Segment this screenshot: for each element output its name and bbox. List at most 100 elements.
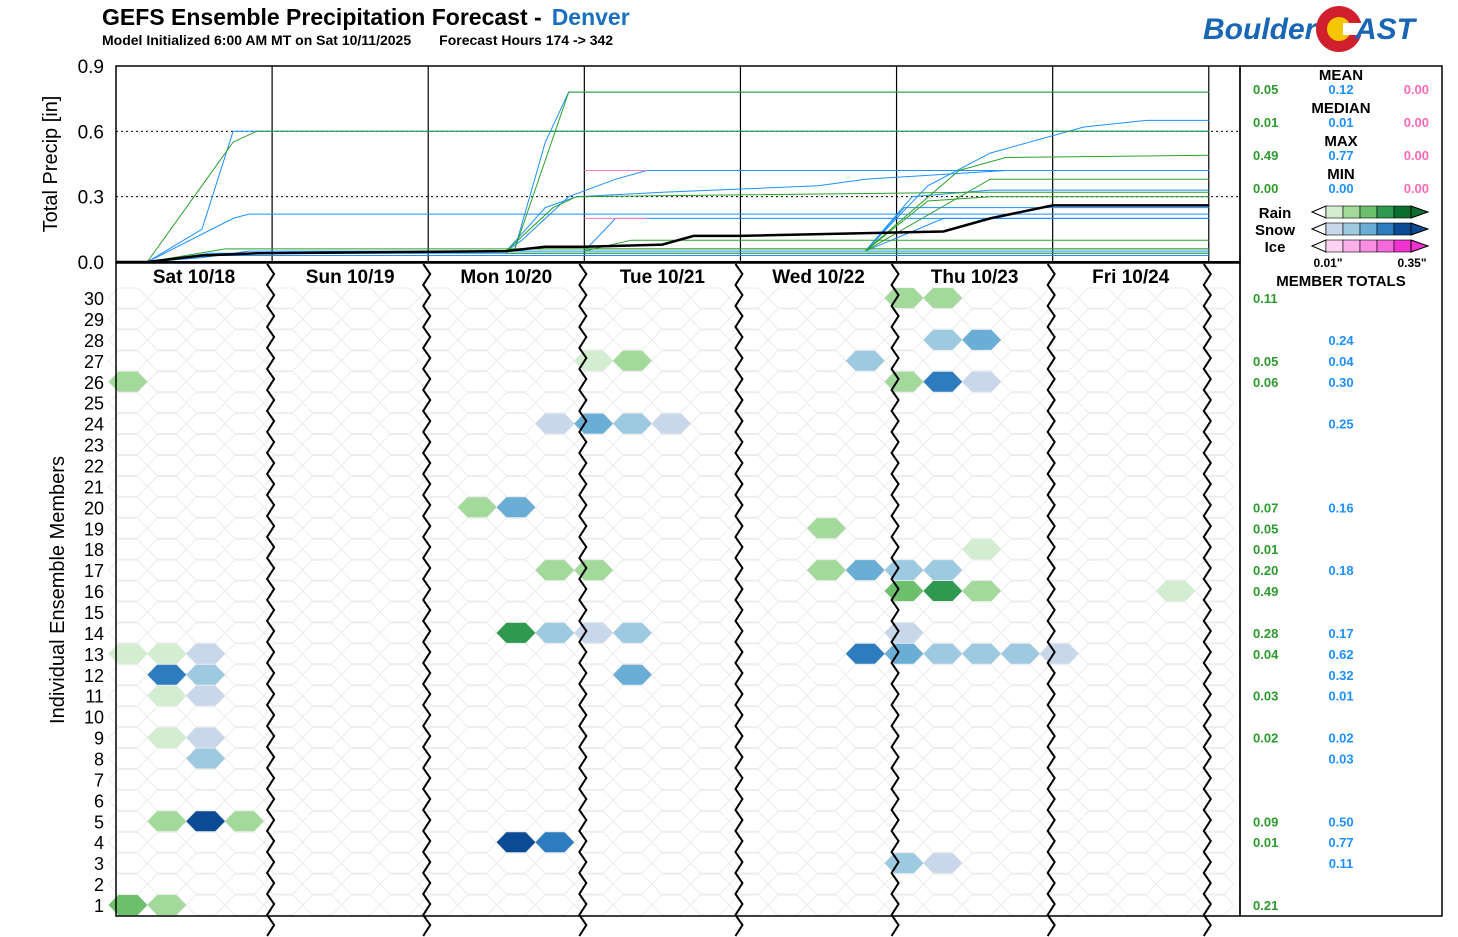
title-city: Denver: [551, 4, 630, 30]
hex-cell: [961, 894, 1002, 916]
hex-cell: [185, 413, 226, 435]
hex-cell: [728, 748, 769, 769]
summary-rain: 0.49: [1253, 148, 1278, 163]
member-cell: [884, 560, 924, 581]
hex-cell: [379, 622, 420, 644]
hex-cell: [263, 434, 304, 455]
member-cell: [807, 518, 846, 539]
hex-cell: [689, 831, 731, 853]
hex-cell: [495, 308, 537, 330]
member-totals-title: MEMBER TOTALS: [1276, 273, 1405, 290]
hex-cell: [1194, 831, 1235, 853]
hex-cell: [495, 580, 537, 602]
hex-cell: [767, 371, 808, 393]
member-label: 12: [84, 666, 104, 686]
hex-cell: [1077, 643, 1119, 665]
hex-cell: [379, 768, 420, 790]
hex-cell: [379, 894, 420, 916]
hex-cell: [1155, 831, 1196, 853]
hex-cell: [340, 287, 381, 309]
member-line: [146, 213, 1209, 263]
hex-cell: [379, 789, 420, 811]
member-cell: [108, 643, 148, 664]
hex-cell: [224, 727, 265, 749]
member-total-rain: 0.21: [1253, 898, 1278, 913]
hex-cell: [301, 643, 343, 665]
hex-cell: [1116, 706, 1157, 728]
hex-cell: [457, 434, 498, 455]
hex-cell: [1000, 455, 1041, 476]
hex-cell: [922, 350, 963, 372]
hex-cell: [224, 831, 265, 853]
hex-cell: [1194, 727, 1235, 749]
hex-cell: [612, 601, 653, 623]
hex-cell: [1077, 287, 1119, 309]
hex-cell: [689, 685, 731, 707]
chart-subtitle: Model Initialized 6:00 AM MT on Sat 10/1…: [102, 32, 630, 48]
member-total-snow: 0.30: [1328, 375, 1353, 390]
hex-cell: [806, 852, 847, 874]
hex-cell: [1155, 643, 1196, 665]
hex-cell: [845, 727, 886, 749]
hex-cell: [340, 538, 381, 560]
hex-cell: [1194, 748, 1235, 769]
hex-cell: [806, 873, 847, 895]
hex-cell: [107, 538, 149, 560]
hex-cell: [1039, 538, 1080, 560]
member-label: 2: [94, 875, 104, 895]
hex-cell: [534, 601, 575, 623]
hex-cell: [767, 580, 808, 602]
hex-cell: [379, 308, 420, 330]
hex-cell: [612, 496, 653, 518]
hex-cell: [1194, 580, 1235, 602]
hex-cell: [845, 831, 886, 853]
hex-cell: [1077, 852, 1119, 874]
hex-cell: [301, 580, 343, 602]
hex-cell: [107, 706, 149, 728]
member-cell: [884, 622, 924, 643]
hex-cell: [224, 371, 265, 393]
legend-label: Ice: [1265, 239, 1286, 256]
hex-cell: [146, 852, 187, 874]
hex-cell: [1000, 601, 1041, 623]
hex-cell: [767, 517, 808, 539]
hex-cell: [689, 643, 731, 665]
member-label: 5: [94, 812, 104, 832]
hex-cell: [806, 748, 847, 769]
hex-cell: [1000, 329, 1041, 351]
legend-arrow: [1410, 222, 1430, 236]
member-total-rain: 0.07: [1253, 500, 1278, 515]
hex-cell: [301, 852, 343, 874]
hex-cell: [224, 685, 265, 707]
hex-cell: [689, 392, 731, 414]
hex-cell: [379, 559, 420, 581]
hex-cell: [340, 706, 381, 728]
hex-cell: [1039, 455, 1080, 476]
y-tick-label: 0.3: [78, 188, 104, 209]
hex-cell: [224, 434, 265, 455]
member-label: 16: [84, 582, 104, 602]
hex-cell: [922, 727, 963, 749]
hex-cell: [224, 706, 265, 728]
member-cell: [535, 622, 575, 643]
hex-cell: [495, 789, 537, 811]
hex-cell: [651, 455, 692, 476]
hex-cell: [1000, 789, 1041, 811]
member-total-rain: 0.03: [1253, 689, 1278, 704]
summary-snow: 0.00: [1328, 181, 1353, 196]
hex-cell: [379, 727, 420, 749]
members-axis-title: Individual Ensemble Members: [47, 456, 69, 724]
hex-cell: [1116, 392, 1157, 414]
hex-cell: [806, 706, 847, 728]
hex-cell: [922, 392, 963, 414]
member-total-snow: 0.18: [1328, 563, 1353, 578]
hex-cell: [1194, 287, 1235, 309]
hex-cell: [1155, 727, 1196, 749]
hex-cell: [922, 517, 963, 539]
hex-cell: [1194, 371, 1235, 393]
hex-cell: [1116, 517, 1157, 539]
summary-rain: 0.05: [1253, 82, 1278, 97]
hex-cell: [1155, 517, 1196, 539]
hex-cell: [651, 706, 692, 728]
member-label: 13: [84, 645, 104, 665]
